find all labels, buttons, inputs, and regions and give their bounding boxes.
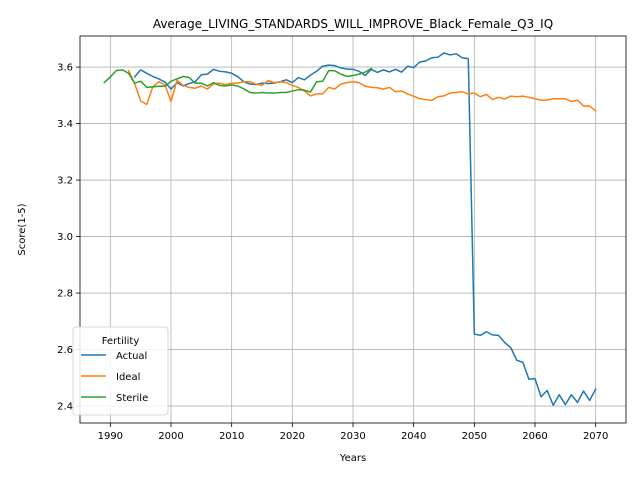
x-tick-label: 2060 — [522, 431, 547, 442]
series-line-sterile — [103, 67, 373, 94]
x-tick-label: 2040 — [401, 431, 426, 442]
x-tick-label: 2050 — [462, 431, 487, 442]
x-axis: 1990 2000 2010 2020 2030 2040 2050 2060 2070 — [98, 423, 608, 442]
y-tick-label: 3.6 — [57, 63, 73, 74]
grid — [80, 36, 626, 423]
y-tick-label: 2.6 — [57, 345, 73, 356]
y-tick-label: 3.4 — [57, 119, 73, 130]
legend-label-actual: Actual — [116, 351, 147, 362]
legend: Fertility Actual Ideal Sterile — [72, 326, 169, 416]
series-line-ideal — [127, 69, 597, 112]
y-axis-label: Score(1-5) — [17, 203, 28, 255]
x-tick-label: 1990 — [98, 431, 123, 442]
y-tick-label: 3.2 — [57, 176, 73, 187]
y-tick-label: 2.8 — [57, 289, 73, 300]
x-tick-label: 2010 — [219, 431, 244, 442]
series-layer — [103, 52, 597, 406]
x-axis-label: Years — [339, 453, 366, 464]
legend-title: Fertility — [102, 336, 140, 347]
chart-title: Average_LIVING_STANDARDS_WILL_IMPROVE_Bl… — [153, 17, 553, 31]
x-tick-label: 2030 — [340, 431, 365, 442]
legend-box — [72, 326, 169, 416]
series-line-actual — [133, 52, 597, 406]
y-axis: 2.4 2.6 2.8 3.0 3.2 3.4 3.6 — [57, 63, 80, 413]
x-tick-label: 2000 — [158, 431, 183, 442]
y-tick-label: 2.4 — [57, 402, 73, 413]
x-tick-label: 2020 — [280, 431, 305, 442]
y-tick-label: 3.0 — [57, 232, 73, 243]
legend-label-ideal: Ideal — [116, 372, 140, 383]
x-tick-label: 2070 — [583, 431, 608, 442]
legend-label-sterile: Sterile — [116, 393, 148, 404]
